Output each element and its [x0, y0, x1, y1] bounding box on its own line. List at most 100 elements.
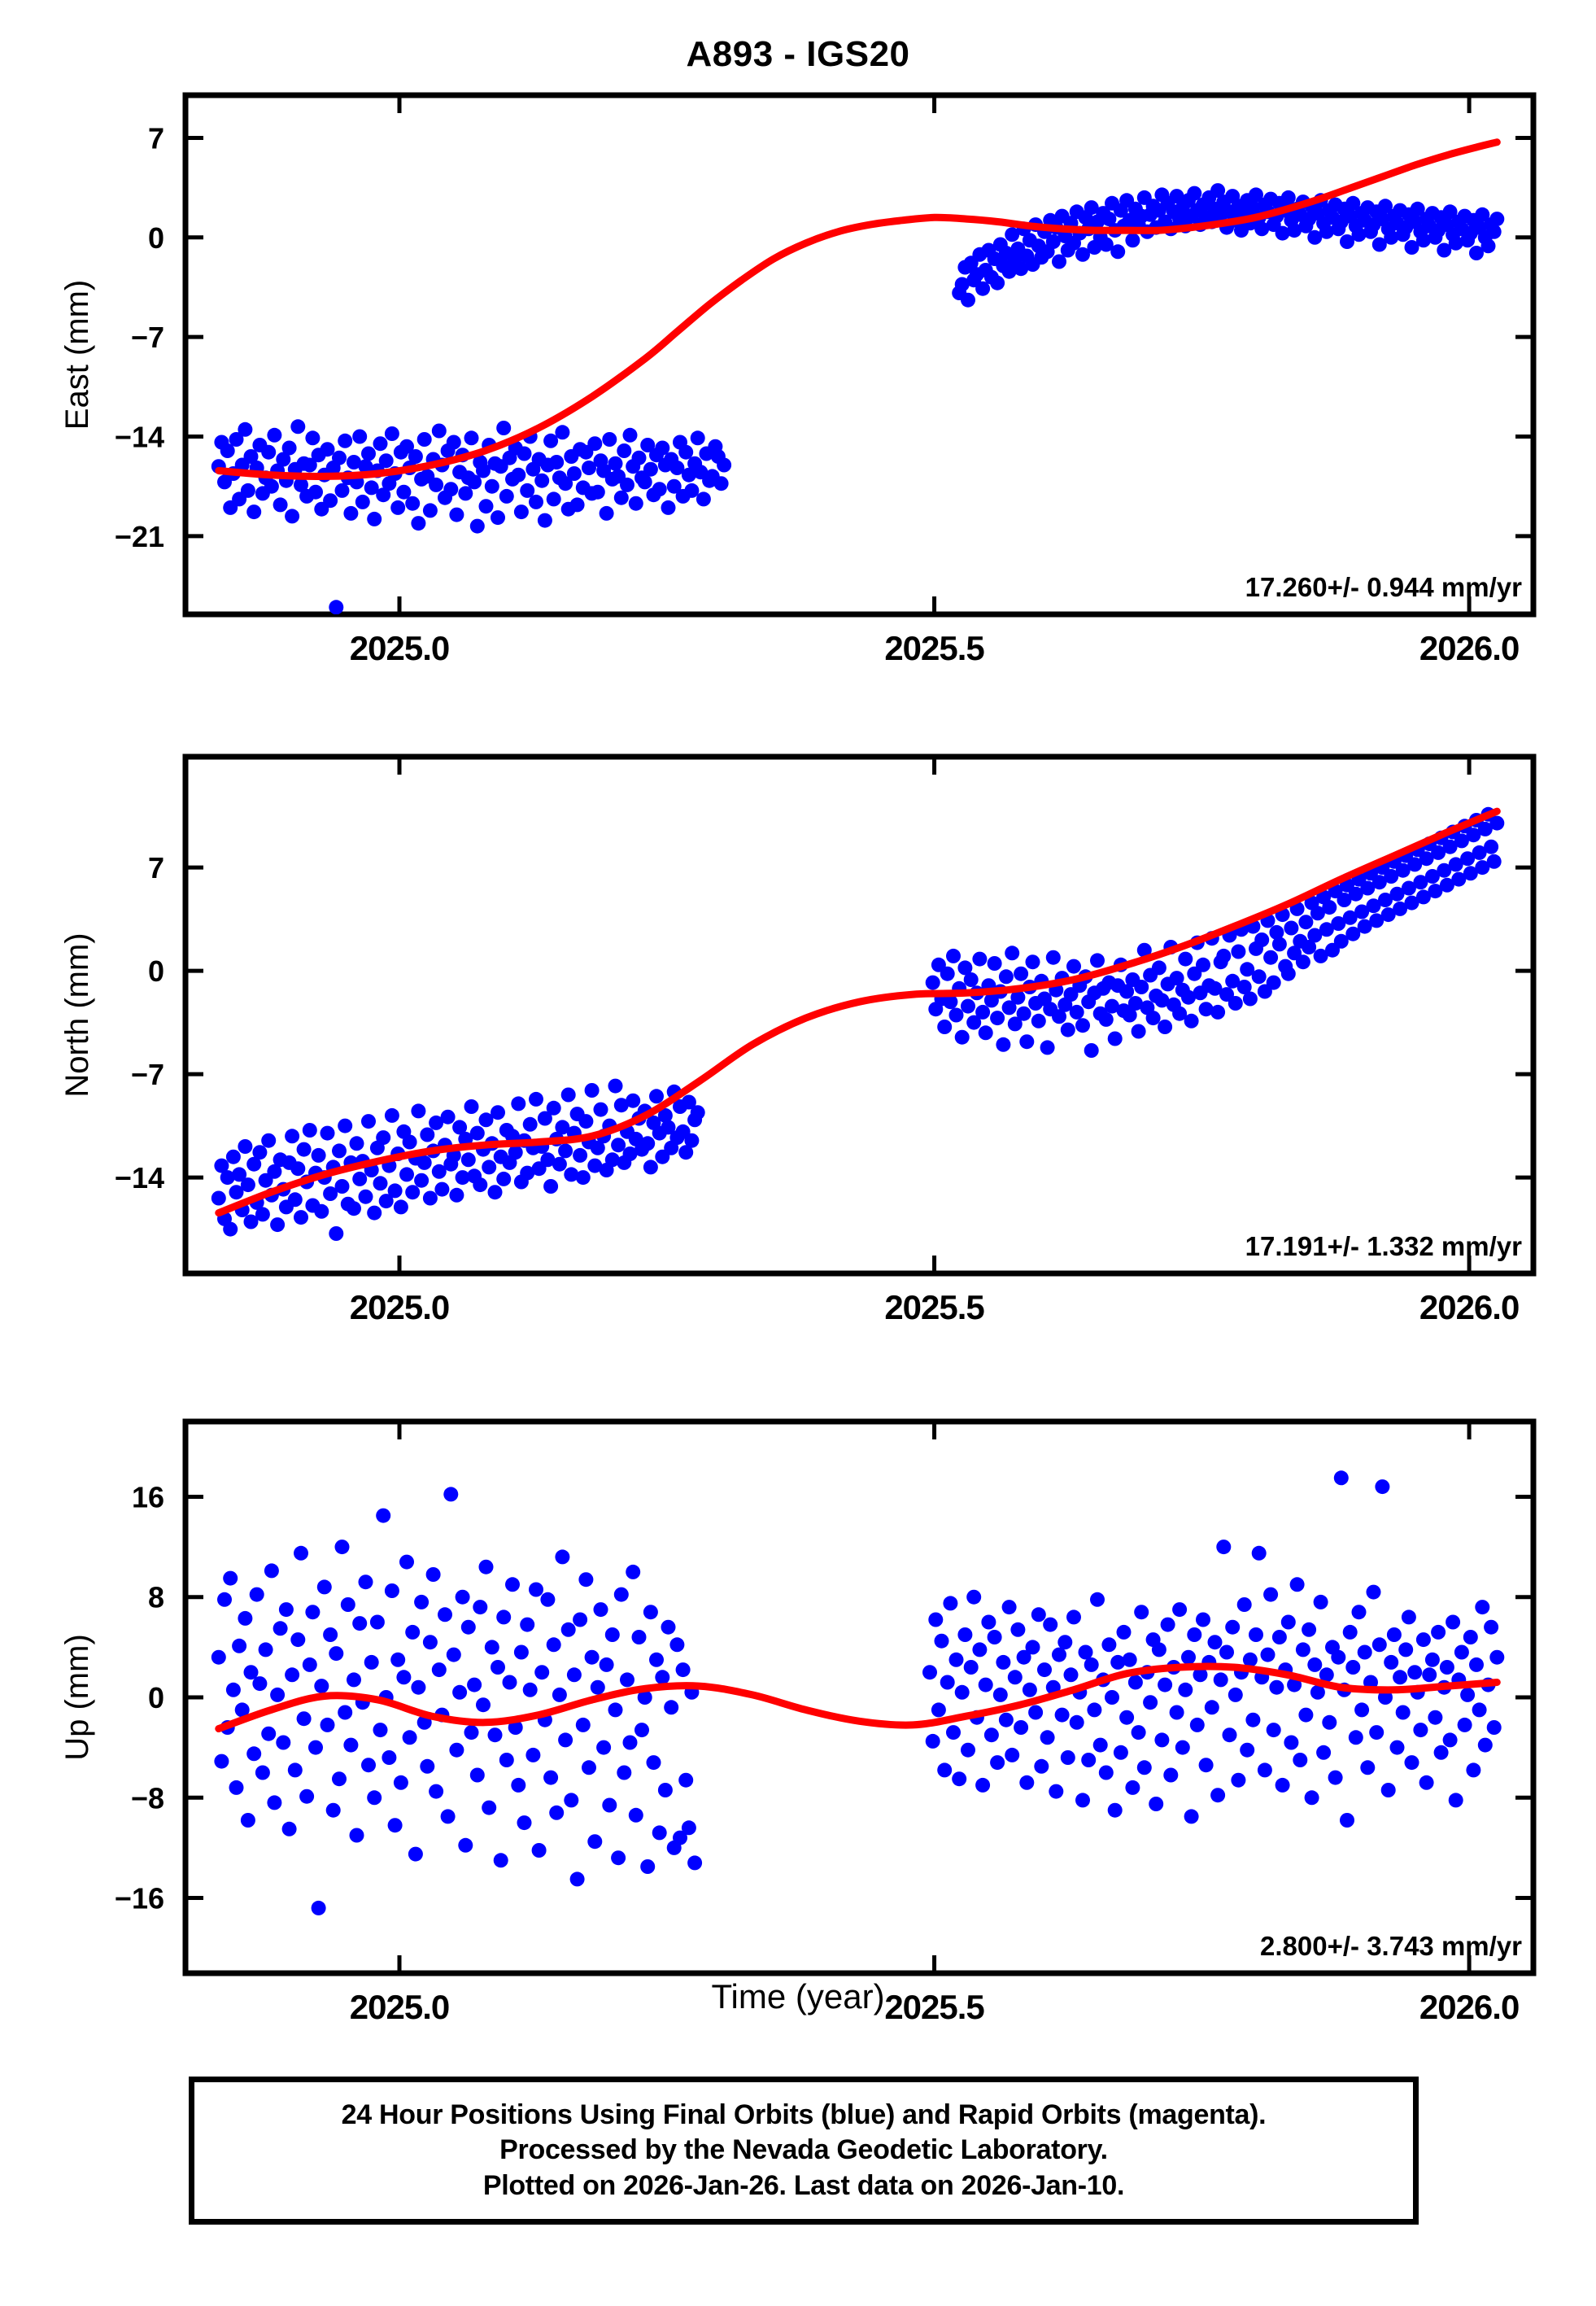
data-point	[1378, 893, 1393, 907]
data-point	[243, 449, 259, 464]
data-point	[308, 1740, 323, 1755]
data-point	[378, 453, 394, 469]
data-point	[1319, 1667, 1334, 1683]
data-point	[376, 1508, 391, 1523]
data-point	[1369, 913, 1385, 928]
data-point	[273, 1621, 288, 1636]
data-point	[214, 1158, 229, 1173]
x-tick-label: 2025.5	[884, 1988, 984, 2026]
data-point	[1107, 1802, 1123, 1818]
data-point	[1466, 1762, 1481, 1778]
data-point	[1057, 1635, 1073, 1650]
data-point	[1178, 951, 1193, 967]
data-point	[531, 1843, 547, 1858]
data-point	[496, 1609, 512, 1625]
data-layer	[211, 1470, 1505, 1915]
data-point	[998, 1712, 1014, 1727]
data-point	[1119, 984, 1135, 999]
data-point	[387, 1818, 403, 1833]
data-point	[1333, 1470, 1349, 1486]
data-point	[1446, 1614, 1461, 1630]
data-point	[690, 1105, 705, 1120]
data-point	[1143, 1695, 1158, 1710]
data-point	[622, 1735, 638, 1750]
data-point	[696, 491, 711, 507]
data-point	[983, 1727, 999, 1743]
data-point	[1154, 993, 1170, 1008]
data-point	[1098, 1011, 1114, 1027]
data-point	[285, 509, 300, 524]
data-point	[590, 1140, 605, 1155]
data-point	[687, 1855, 703, 1871]
data-point	[261, 1133, 277, 1148]
data-point	[637, 474, 652, 490]
data-point	[620, 1672, 634, 1688]
data-point	[657, 1783, 673, 1797]
data-point	[1263, 950, 1279, 965]
data-point	[652, 1825, 667, 1841]
data-point	[1163, 1767, 1179, 1783]
data-point	[1007, 1016, 1023, 1032]
data-point	[1454, 833, 1469, 849]
data-point	[1422, 1667, 1437, 1683]
data-point	[1313, 948, 1328, 963]
data-point	[978, 1025, 993, 1041]
data-point	[431, 1164, 447, 1179]
data-point	[287, 1192, 303, 1208]
data-point	[552, 1687, 567, 1702]
data-point	[502, 1675, 517, 1690]
x-tick-label: 2025.0	[350, 1288, 449, 1326]
data-point	[1257, 1762, 1272, 1778]
data-point	[255, 1765, 270, 1780]
data-point	[267, 1164, 282, 1179]
data-point	[1225, 973, 1241, 989]
x-tick-label: 2026.0	[1419, 1288, 1519, 1326]
data-point	[1393, 1670, 1408, 1685]
data-point	[1428, 1710, 1443, 1725]
data-point	[543, 1179, 559, 1194]
data-point	[393, 1775, 408, 1790]
data-point	[290, 419, 306, 435]
data-point	[1043, 1617, 1058, 1632]
data-point	[384, 1583, 399, 1598]
data-point	[311, 1900, 326, 1915]
y-tick-label: 0	[148, 1681, 164, 1714]
data-point	[1210, 183, 1226, 199]
x-tick-label: 2025.0	[350, 1988, 449, 2026]
data-point	[1310, 1684, 1325, 1700]
data-point	[1060, 1022, 1075, 1037]
data-point	[1090, 1592, 1105, 1607]
fit-curve	[215, 807, 1501, 1217]
data-point	[1254, 221, 1270, 237]
data-point	[1433, 1745, 1449, 1760]
data-point	[387, 1183, 403, 1199]
data-point	[1092, 1737, 1108, 1753]
data-point	[954, 277, 970, 292]
data-point	[1084, 200, 1099, 216]
data-point	[508, 1145, 523, 1160]
data-point	[496, 1171, 512, 1186]
data-point	[681, 1820, 696, 1836]
data-point	[1298, 1707, 1314, 1723]
data-point	[560, 1622, 576, 1637]
data-point	[1428, 884, 1443, 899]
data-point	[529, 494, 543, 509]
data-point	[922, 1665, 937, 1680]
data-point	[1110, 244, 1126, 260]
data-point	[1280, 1614, 1296, 1630]
data-point	[1045, 234, 1061, 249]
data-point	[1289, 1577, 1305, 1592]
data-point	[1151, 1642, 1166, 1657]
data-point	[364, 1654, 379, 1670]
data-point	[473, 1600, 488, 1615]
data-point	[1052, 254, 1066, 269]
data-point	[604, 1627, 620, 1642]
data-point	[573, 1147, 588, 1163]
data-point	[487, 1727, 503, 1743]
data-point	[1127, 1675, 1143, 1690]
data-point	[1389, 886, 1405, 902]
data-point	[361, 1114, 376, 1129]
data-point	[1025, 954, 1040, 970]
data-point	[1240, 962, 1255, 977]
data-point	[1187, 1627, 1202, 1642]
